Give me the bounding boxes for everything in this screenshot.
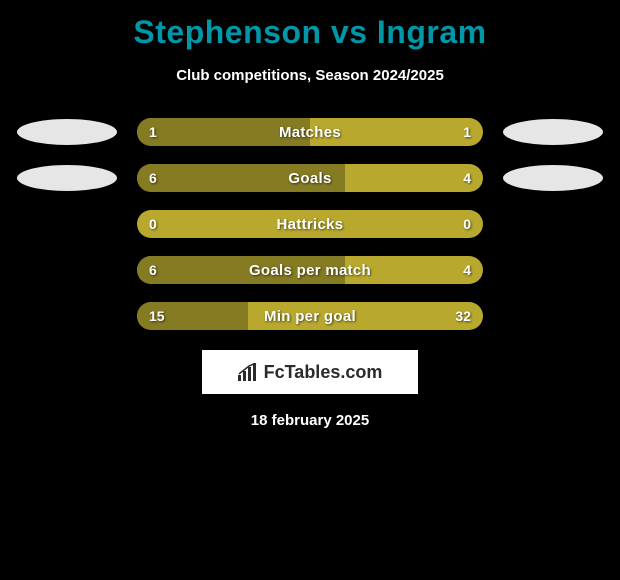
player-left-avatar	[17, 165, 117, 191]
metric-bar: 6Goals4	[137, 164, 483, 192]
player-right-avatar	[503, 119, 603, 145]
metric-bar: 0Hattricks0	[137, 210, 483, 238]
logo-badge: FcTables.com	[202, 350, 418, 394]
player-left-avatar	[17, 119, 117, 145]
bar-chart-icon	[238, 363, 260, 381]
avatar-spacer	[17, 303, 117, 329]
avatar-spacer	[17, 211, 117, 237]
metric-right-value: 4	[463, 164, 471, 192]
metric-row: 1Matches1	[0, 118, 620, 146]
metric-right-value: 1	[463, 118, 471, 146]
avatar-spacer	[17, 257, 117, 283]
metric-right-value: 32	[455, 302, 471, 330]
page-subtitle: Club competitions, Season 2024/2025	[176, 67, 444, 84]
metric-row: 15Min per goal32	[0, 302, 620, 330]
metric-row: 6Goals4	[0, 164, 620, 192]
metric-bar: 1Matches1	[137, 118, 483, 146]
metric-label: Goals per match	[137, 256, 483, 284]
metric-label: Goals	[137, 164, 483, 192]
metric-bar: 6Goals per match4	[137, 256, 483, 284]
metric-bar: 15Min per goal32	[137, 302, 483, 330]
player-right-avatar	[503, 165, 603, 191]
metric-rows: 1Matches1 6Goals4 0Hattricks0 6Goals per ma…	[0, 118, 620, 330]
footer-date: 18 february 2025	[251, 412, 369, 429]
logo-text: FcTables.com	[264, 362, 383, 383]
infographic-root: Stephenson vs Ingram Club competitions, …	[0, 0, 620, 429]
metric-right-value: 4	[463, 256, 471, 284]
metric-label: Hattricks	[137, 210, 483, 238]
metric-row: 6Goals per match4	[0, 256, 620, 284]
metric-right-value: 0	[463, 210, 471, 238]
avatar-spacer	[503, 257, 603, 283]
avatar-spacer	[503, 211, 603, 237]
metric-row: 0Hattricks0	[0, 210, 620, 238]
avatar-spacer	[503, 303, 603, 329]
page-title: Stephenson vs Ingram	[133, 14, 486, 51]
metric-label: Matches	[137, 118, 483, 146]
metric-label: Min per goal	[137, 302, 483, 330]
